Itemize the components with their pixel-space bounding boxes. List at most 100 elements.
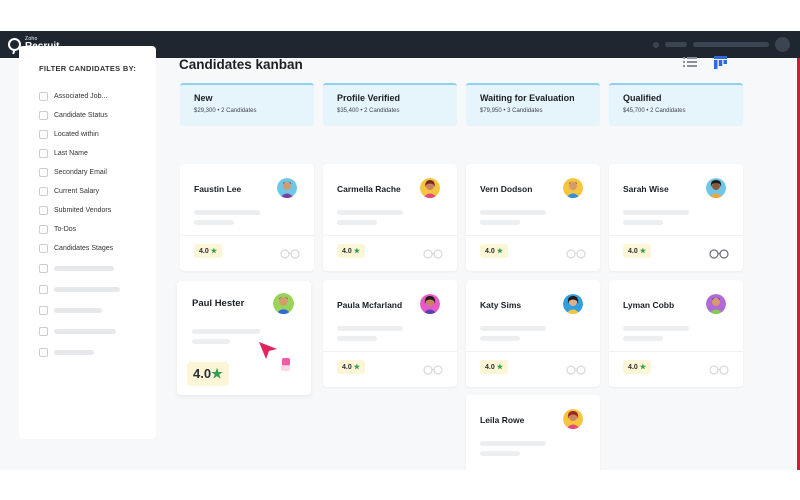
filter-item[interactable]: Submited Vendors (39, 201, 156, 220)
column-header-profile-verified[interactable]: Profile Verified $35,400 • 2 Candidates (323, 83, 457, 126)
divider (609, 351, 743, 352)
avatar (706, 294, 726, 314)
brand-small: Zoho (25, 36, 38, 42)
checkbox[interactable] (39, 327, 48, 336)
candidate-card[interactable]: Faustin Lee 4.0 ★ (180, 164, 314, 271)
kanban-view-icon[interactable] (709, 51, 731, 73)
glasses-icon[interactable] (566, 246, 586, 264)
filter-item[interactable]: To-Dos (39, 220, 156, 239)
divider (323, 235, 457, 236)
rating-badge: 4.0★ (480, 244, 509, 258)
avatar (420, 294, 440, 314)
star-icon: ★ (496, 248, 504, 255)
placeholder-bar (194, 220, 234, 225)
glasses-icon[interactable] (709, 246, 729, 264)
checkbox[interactable] (39, 348, 48, 357)
checkbox[interactable] (39, 149, 48, 158)
top-bar-placeholder (693, 42, 769, 47)
avatar (277, 178, 297, 198)
filter-item[interactable]: Candidate Status (39, 106, 156, 125)
top-bar-placeholder (665, 42, 687, 47)
rating-badge: 4.0★ (480, 360, 509, 374)
user-avatar[interactable] (775, 37, 790, 52)
filter-item[interactable]: Last Name (39, 144, 156, 163)
checkbox[interactable] (39, 187, 48, 196)
glasses-icon[interactable] (709, 362, 729, 380)
column-header-waiting-for-evaluation[interactable]: Waiting for Evaluation $79,950 • 3 Candi… (466, 83, 600, 126)
star-icon: ★ (210, 248, 218, 255)
filter-item-placeholder[interactable] (39, 300, 156, 321)
column-header-qualified[interactable]: Qualified $45,700 • 2 Candidates (609, 83, 743, 126)
rating-value: 4.0 (485, 364, 495, 371)
placeholder-bar (623, 326, 689, 331)
column-header-new[interactable]: New $29,300 • 2 Candidates (180, 83, 314, 126)
window-edge (797, 58, 800, 470)
filter-item-placeholder[interactable] (39, 279, 156, 300)
filter-item[interactable]: Current Salary (39, 182, 156, 201)
filter-label: Candidate Status (54, 112, 108, 119)
checkbox[interactable] (39, 225, 48, 234)
column-name: Waiting for Evaluation (480, 93, 575, 103)
placeholder-bar (337, 210, 403, 215)
rating-value: 4.0 (628, 364, 638, 371)
filter-label: To-Dos (54, 226, 77, 233)
avatar (563, 294, 583, 314)
checkbox[interactable] (39, 244, 48, 253)
checkbox[interactable] (39, 285, 48, 294)
candidate-card-dragging[interactable]: Paul Hester 4.0★ (177, 281, 311, 395)
placeholder-bar (54, 329, 116, 334)
rating-badge: 4.0★ (194, 244, 223, 258)
candidate-card[interactable]: Sarah Wise 4.0 ★ (609, 164, 743, 271)
candidate-card[interactable]: Katy Sims 4.0 ★ (466, 280, 600, 387)
checkbox[interactable] (39, 92, 48, 101)
placeholder-bar (480, 441, 546, 446)
column-name: Profile Verified (337, 93, 401, 103)
candidate-card[interactable]: Vern Dodson 4.0 ★ (466, 164, 600, 271)
candidate-card[interactable]: Lyman Cobb 4.0 ★ (609, 280, 743, 387)
rating-value: 4.0 (199, 248, 209, 255)
filter-item-placeholder[interactable] (39, 258, 156, 279)
avatar (563, 178, 583, 198)
checkbox[interactable] (39, 111, 48, 120)
rating-value: 4.0 (193, 366, 212, 381)
filter-item-placeholder[interactable] (39, 342, 156, 363)
rating-badge: 4.0★ (623, 244, 652, 258)
glasses-icon[interactable] (566, 362, 586, 380)
checkbox[interactable] (39, 206, 48, 215)
divider (466, 235, 600, 236)
filter-item-placeholder[interactable] (39, 321, 156, 342)
avatar (420, 178, 440, 198)
candidate-name: Leila Rowe (480, 415, 525, 425)
notification-icon[interactable] (653, 41, 659, 48)
checkbox[interactable] (39, 130, 48, 139)
rating-badge: 4.0★ (623, 360, 652, 374)
filter-label: Candidates Stages (54, 245, 114, 252)
rating-badge: 4.0★ (187, 362, 229, 386)
candidate-name: Vern Dodson (480, 184, 533, 194)
star-icon: ★ (353, 248, 361, 255)
checkbox[interactable] (39, 306, 48, 315)
placeholder-bar (480, 336, 520, 341)
candidate-card[interactable]: Leila Rowe (466, 395, 600, 470)
checkbox[interactable] (39, 168, 48, 177)
candidate-card[interactable]: Carmella Rache 4.0 ★ (323, 164, 457, 271)
candidate-card[interactable]: Paula Mcfarland 4.0 ★ (323, 280, 457, 387)
placeholder-bar (480, 451, 520, 456)
column-meta: $79,950 • 3 Candidates (480, 108, 543, 114)
glasses-icon[interactable] (280, 246, 300, 264)
rating-badge: 4.0★ (337, 360, 366, 374)
filter-item[interactable]: Associated Job... (39, 87, 156, 106)
placeholder-bar (192, 339, 230, 344)
divider (466, 351, 600, 352)
placeholder-bar (54, 350, 94, 355)
glasses-icon[interactable] (423, 246, 443, 264)
filter-item[interactable]: Candidates Stages (39, 239, 156, 258)
filter-item[interactable]: Located within (39, 125, 156, 144)
candidate-name: Faustin Lee (194, 184, 242, 194)
checkbox[interactable] (39, 264, 48, 273)
placeholder-bar (54, 308, 102, 313)
list-view-icon[interactable] (679, 51, 701, 73)
filter-item[interactable]: Secondary Email (39, 163, 156, 182)
rating-value: 4.0 (485, 248, 495, 255)
glasses-icon[interactable] (423, 362, 443, 380)
